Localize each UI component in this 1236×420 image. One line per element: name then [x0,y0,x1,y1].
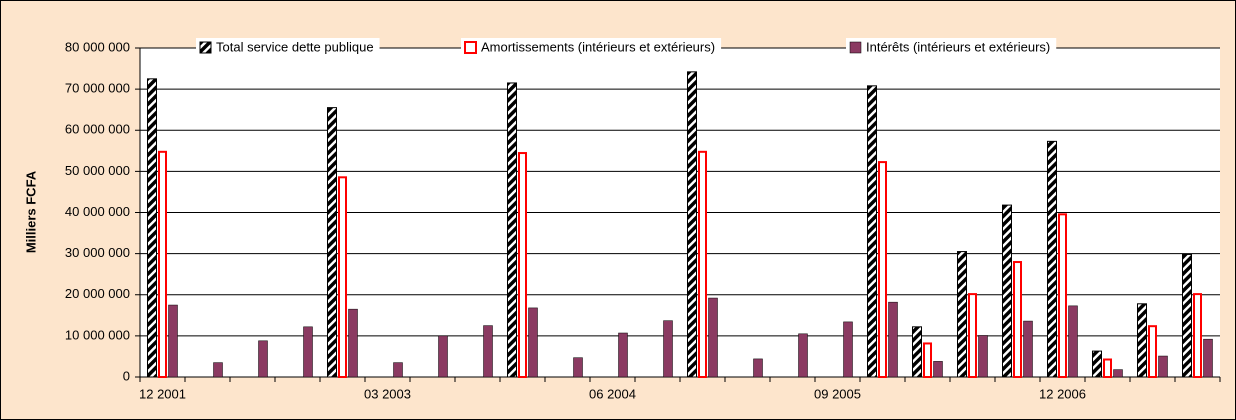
y-tick-label: 0 [123,368,130,383]
bar [1013,261,1022,378]
bar [1058,213,1067,378]
bar [393,362,403,378]
bar [1158,355,1168,378]
bar [957,251,967,378]
bar [923,342,932,378]
x-tick-label: 09 2005 [814,386,861,401]
y-tick-label: 50 000 000 [65,163,130,178]
bar [753,358,763,378]
bar [168,304,178,378]
x-tick-label: 03 2003 [364,386,411,401]
bar [687,71,697,378]
y-tick-label: 30 000 000 [65,245,130,260]
bar [1193,293,1202,379]
bar [147,78,157,378]
bar [258,340,268,378]
y-tick-label: 10 000 000 [65,327,130,342]
legend-bg [196,38,380,58]
bar [968,293,977,379]
bar [327,107,337,378]
bar [888,301,898,378]
bar [1047,140,1057,378]
bar [1148,325,1157,378]
bar [933,361,943,378]
bar [1092,350,1102,378]
bar [878,161,887,378]
bar [303,326,313,378]
bar [867,85,877,378]
bar [978,335,988,378]
y-tick-label: 80 000 000 [65,39,130,54]
bar [158,150,167,378]
x-tick-label: 12 2006 [1039,386,1086,401]
bar [1113,369,1123,378]
y-tick-label: 70 000 000 [65,81,130,96]
bar [573,357,583,378]
legend-swatch [849,41,862,54]
bar [843,321,853,378]
bar [1182,253,1192,378]
y-tick-label: 60 000 000 [65,122,130,137]
legend-swatch [199,41,212,54]
bar [1137,303,1147,378]
legend-bg [461,38,722,58]
bar [618,332,628,378]
bar [507,82,517,378]
y-tick-label: 40 000 000 [65,204,130,219]
legend-bg [846,38,1057,58]
bar [1002,204,1012,378]
bar [912,326,922,378]
bar [1023,320,1033,378]
y-tick-label: 20 000 000 [65,286,130,301]
bar [1068,305,1078,378]
y-axis-title: Milliers FCFA [23,170,38,253]
bar [528,307,538,378]
x-tick-label: 12 2001 [139,386,186,401]
bar [663,320,673,378]
legend-swatch [464,41,477,54]
bar [483,325,493,378]
bar [1103,358,1112,378]
bar [338,176,347,378]
bar [798,333,808,378]
bar [348,308,358,378]
legend-label: Amortissements (intérieurs et extérieurs… [481,39,715,54]
bar [213,362,223,378]
bar [438,335,448,378]
bar [708,297,718,378]
bar [1203,338,1213,378]
legend-label: Intérêts (intérieurs et extérieurs) [866,39,1050,54]
legend-label: Total service dette publique [216,39,374,54]
bar [518,152,527,378]
bar [698,150,707,378]
x-tick-label: 06 2004 [589,386,636,401]
